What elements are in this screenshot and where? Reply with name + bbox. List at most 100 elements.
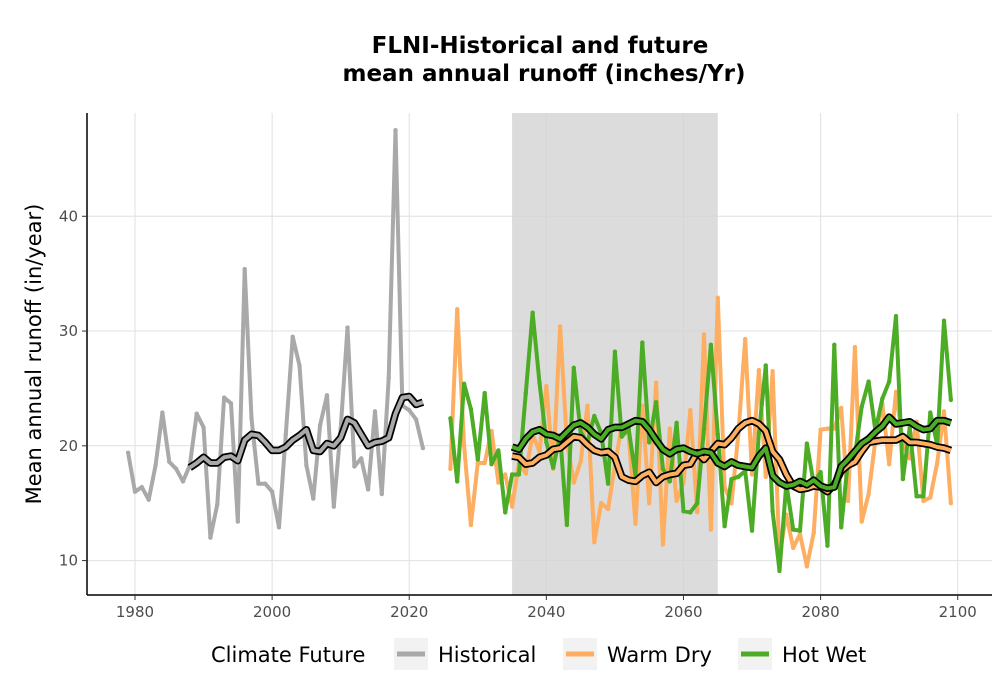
data-point-historical	[276, 525, 282, 530]
data-point-historical	[139, 484, 145, 490]
data-point-hot-wet	[838, 525, 844, 530]
data-point-hot-wet	[660, 466, 666, 471]
data-point-hot-wet	[818, 470, 823, 475]
data-point-historical	[160, 410, 165, 415]
data-point-warm-dry	[818, 427, 823, 432]
smooth-line-historical	[188, 394, 424, 470]
data-point-warm-dry	[701, 332, 707, 337]
data-point-historical	[132, 489, 138, 494]
data-point-warm-dry	[646, 500, 652, 506]
data-point-historical	[386, 375, 391, 381]
legend-label-historical: Historical	[438, 643, 536, 667]
data-point-warm-dry	[544, 383, 549, 389]
data-point-historical	[311, 496, 316, 501]
data-point-hot-wet	[612, 349, 618, 354]
data-point-warm-dry	[845, 498, 851, 504]
data-point-historical	[372, 409, 378, 414]
data-point-historical	[407, 408, 412, 413]
legend-label-warm-dry: Warm Dry	[607, 643, 712, 667]
data-point-warm-dry	[838, 405, 844, 411]
series-line-warm-dry	[448, 295, 953, 569]
data-point-historical	[208, 535, 213, 540]
data-point-hot-wet	[605, 481, 611, 486]
data-point-warm-dry	[503, 472, 508, 477]
data-point-warm-dry	[496, 480, 501, 485]
data-point-hot-wet	[516, 472, 522, 477]
data-point-hot-wet	[797, 528, 803, 533]
data-point-warm-dry	[674, 498, 679, 504]
data-point-warm-dry	[866, 491, 871, 497]
data-point-warm-dry	[660, 542, 666, 547]
data-point-warm-dry	[804, 564, 810, 569]
data-point-historical	[221, 395, 227, 400]
data-point-hot-wet	[701, 426, 707, 431]
data-point-warm-dry	[893, 389, 899, 395]
series-line-hot-wet	[448, 310, 953, 573]
data-point-hot-wet	[756, 430, 762, 436]
data-point-historical	[249, 416, 254, 421]
data-point-hot-wet	[832, 342, 837, 348]
data-point-hot-wet	[592, 413, 597, 419]
data-point-hot-wet	[770, 509, 775, 514]
data-point-hot-wet	[749, 528, 755, 533]
data-point-hot-wet	[564, 522, 570, 528]
chart-title-line-1: FLNI-Historical and future	[372, 33, 709, 59]
data-point-hot-wet	[674, 420, 679, 426]
data-point-hot-wet	[722, 523, 727, 529]
data-point-warm-dry	[475, 460, 480, 466]
data-point-hot-wet	[482, 390, 487, 396]
data-point-hot-wet	[461, 381, 467, 387]
data-point-warm-dry	[605, 506, 611, 512]
data-point-hot-wet	[537, 380, 542, 385]
data-point-warm-dry	[921, 498, 926, 504]
data-point-historical	[180, 479, 186, 484]
data-point-warm-dry	[585, 403, 590, 408]
data-point-hot-wet	[653, 400, 659, 405]
data-point-hot-wet	[544, 440, 549, 445]
data-point-hot-wet	[503, 510, 508, 515]
y-tick-label: 30	[59, 322, 78, 340]
data-point-hot-wet	[948, 397, 954, 403]
data-point-hot-wet	[736, 474, 741, 479]
data-point-historical	[146, 497, 151, 502]
data-point-hot-wet	[763, 363, 768, 368]
data-point-warm-dry	[708, 527, 714, 532]
data-point-historical	[420, 445, 426, 451]
data-point-warm-dry	[578, 459, 583, 465]
data-point-warm-dry	[948, 500, 954, 506]
data-point-warm-dry	[633, 521, 638, 527]
data-point-historical	[413, 417, 419, 422]
data-point-warm-dry	[852, 344, 858, 350]
data-point-historical	[215, 502, 220, 507]
data-point-warm-dry	[729, 500, 734, 506]
data-point-warm-dry	[928, 495, 933, 500]
data-point-hot-wet	[900, 476, 906, 482]
data-point-hot-wet	[893, 313, 899, 319]
data-point-hot-wet	[455, 479, 460, 484]
data-point-hot-wet	[571, 365, 576, 370]
data-point-warm-dry	[790, 545, 796, 551]
data-point-historical	[173, 466, 179, 471]
y-tick-label: 40	[59, 207, 78, 225]
data-point-historical	[304, 463, 309, 468]
data-point-hot-wet	[530, 310, 535, 315]
data-point-warm-dry	[886, 461, 892, 467]
data-point-hot-wet	[777, 568, 782, 574]
data-point-warm-dry	[482, 460, 487, 466]
data-point-historical	[352, 464, 357, 469]
data-point-historical	[167, 459, 172, 465]
smooth-line-warm-dry	[511, 418, 952, 494]
data-point-warm-dry	[749, 472, 755, 477]
data-point-hot-wet	[468, 406, 474, 412]
data-point-hot-wet	[640, 340, 645, 345]
data-point-warm-dry	[537, 449, 542, 454]
legend: Climate Future Historical Warm Dry Hot Wet	[211, 638, 866, 670]
data-point-warm-dry	[941, 409, 947, 414]
data-point-hot-wet	[790, 527, 796, 532]
data-point-historical	[297, 363, 302, 368]
y-axis-title: Mean annual runoff (in/year)	[22, 204, 46, 505]
data-point-hot-wet	[646, 440, 652, 445]
x-tick-label: 2020	[390, 603, 428, 621]
data-point-warm-dry	[770, 369, 775, 374]
